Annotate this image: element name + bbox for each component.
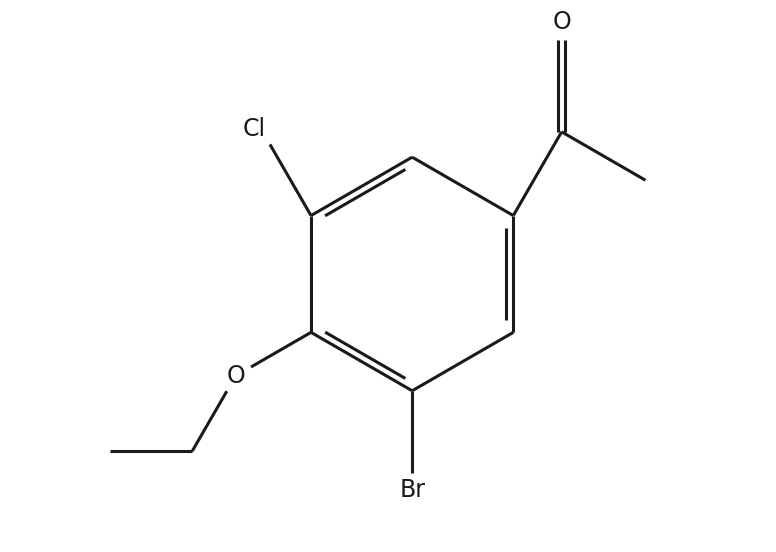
Text: Cl: Cl [243,117,266,141]
Text: Br: Br [399,477,425,502]
Text: O: O [227,364,245,388]
Text: O: O [553,9,571,34]
